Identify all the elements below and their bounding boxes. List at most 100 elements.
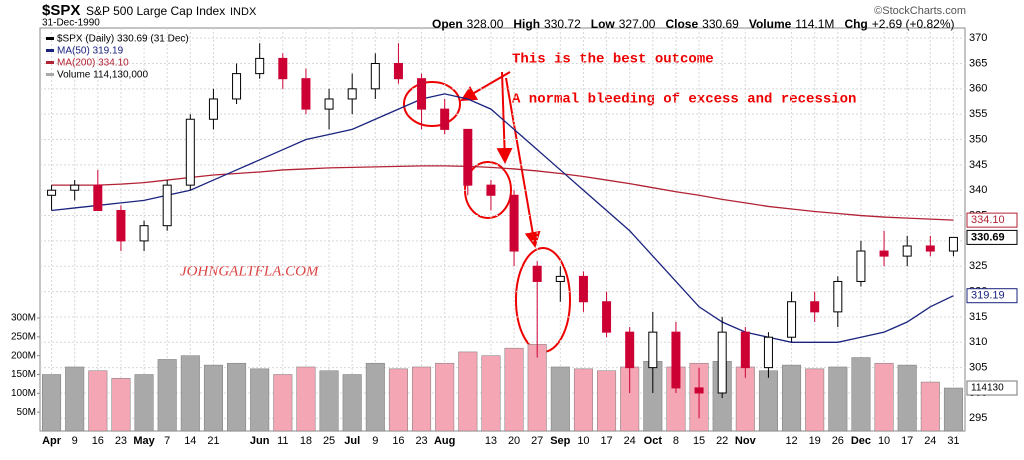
moving-average: [51, 165, 954, 221]
volume-bar: [42, 374, 62, 432]
candle-body: [532, 265, 542, 282]
x-tick-label: 27: [531, 435, 543, 447]
candle-body: [671, 331, 681, 389]
exchange: INDX: [230, 6, 257, 18]
legend-label: Volume 114,130,000: [57, 70, 148, 81]
candle-body: [463, 128, 473, 186]
x-tick-label: 21: [207, 435, 219, 447]
volume-bar: [828, 366, 848, 432]
x-tick-label: 23: [115, 435, 127, 447]
volume-bar: [435, 362, 455, 432]
candle-body: [787, 301, 797, 338]
volume-tag: [966, 380, 1018, 396]
volume-bar: [319, 370, 339, 432]
candle-body: [347, 88, 357, 100]
plot-frame: [39, 27, 966, 432]
annotation: This is the best outcome: [512, 52, 714, 68]
candle-body: [370, 62, 380, 90]
volume-bar: [203, 364, 223, 432]
y-tick-label: 365: [969, 57, 987, 69]
legend-swatch: [46, 37, 54, 40]
volume-bar: [180, 355, 200, 432]
legend-label: MA(200) 334.10: [57, 58, 129, 69]
candle-body: [393, 62, 403, 80]
volume-bar: [897, 364, 917, 432]
x-tick-label: 31: [947, 435, 959, 447]
x-tick-label: Sep: [550, 435, 570, 447]
volume-bar: [550, 366, 570, 432]
x-tick-label: 12: [785, 435, 797, 447]
quote-value: 330.72: [544, 17, 581, 31]
y-tick-label: 345: [969, 159, 987, 171]
x-tick-label: Oct: [644, 435, 663, 447]
volume-bar: [88, 370, 108, 432]
volume-bar: [481, 355, 501, 432]
y-tick-label: 295: [969, 412, 987, 424]
volume-bar: [805, 368, 825, 432]
volume-bar: [758, 370, 778, 432]
candle-body: [185, 118, 195, 186]
source: ©StockCharts.com: [874, 5, 966, 17]
volume-bar: [65, 366, 85, 432]
x-tick-label: 8: [673, 435, 679, 447]
x-tick-label: 13: [485, 435, 497, 447]
volume-bar: [943, 387, 963, 432]
candle-body: [139, 225, 149, 242]
candle-body: [879, 250, 889, 257]
candle-body: [717, 331, 727, 394]
candle-body: [324, 98, 334, 110]
candle-body: [602, 301, 612, 333]
x-tick-label: 20: [508, 435, 520, 447]
x-tick-label: 14: [184, 435, 196, 447]
x-tick-label: 24: [624, 435, 636, 447]
candle-body: [509, 194, 519, 252]
volume-bar: [412, 366, 432, 432]
candle-body: [833, 280, 843, 313]
volume-bar: [388, 368, 408, 432]
price-tag: [966, 288, 1018, 304]
volume-bar: [874, 362, 894, 432]
x-tick-label: 7: [164, 435, 170, 447]
candle-body: [47, 189, 57, 196]
candle-body: [162, 184, 172, 227]
candle-body: [948, 236, 958, 252]
price-tag-label: 319.19: [971, 290, 1005, 302]
volume-bar: [111, 378, 131, 432]
quote-value: 114.1M: [795, 17, 834, 31]
candle-body: [93, 184, 103, 211]
volume-bar: [250, 368, 270, 432]
candle-body: [578, 275, 588, 303]
volume-tick-label: 250M: [11, 331, 36, 342]
candle-body: [116, 209, 126, 242]
volume-tick-label: 50M: [17, 407, 36, 418]
x-tick-label: 18: [300, 435, 312, 447]
date: 31-Dec-1990: [42, 18, 100, 29]
watermark: JOHNGALTFLA.COM: [180, 263, 320, 279]
price-tag: [966, 212, 1018, 228]
symbol: $SPX: [42, 2, 80, 19]
candle-body: [810, 301, 820, 313]
x-tick-label: Jun: [250, 435, 270, 447]
volume-bar: [134, 374, 154, 432]
candle-body: [278, 57, 288, 80]
x-tick-label: 16: [392, 435, 404, 447]
candle-body: [70, 184, 80, 191]
y-tick-label: 310: [969, 336, 987, 348]
y-tick-label: 355: [969, 108, 987, 120]
legend-label: $SPX (Daily) 330.69 (31 Dec): [57, 34, 189, 45]
price-tag-label: 330.69: [971, 231, 1005, 243]
quote-value: 330.69: [702, 17, 739, 31]
volume-bar: [458, 351, 478, 432]
x-tick-label: Nov: [735, 435, 757, 447]
candle-body: [694, 387, 704, 394]
volume-bar: [227, 362, 247, 432]
volume-bar: [296, 366, 316, 432]
x-tick-label: 23: [415, 435, 427, 447]
candle-body: [648, 331, 658, 369]
x-tick-label: 9: [372, 435, 378, 447]
candle-body: [555, 275, 565, 282]
annotation: A normal bleeding of excess and recessio…: [512, 92, 856, 108]
volume-bar: [782, 364, 802, 432]
quote-label: Volume: [749, 17, 792, 31]
quote-value: 327.00: [619, 17, 656, 31]
